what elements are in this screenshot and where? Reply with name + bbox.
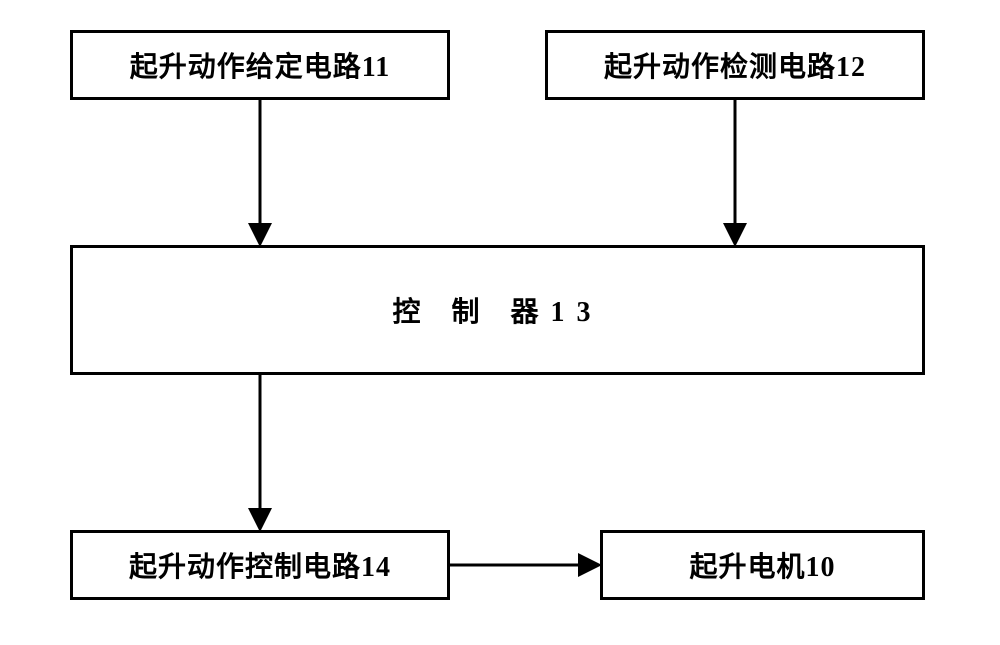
diagram-canvas: 起升动作给定电路11 起升动作检测电路12 控 制 器13 起升动作控制电路14…: [0, 0, 1000, 645]
node-label: 起升动作控制电路14: [129, 545, 391, 585]
node-label: 起升动作给定电路11: [130, 45, 390, 85]
node-given-circuit: 起升动作给定电路11: [70, 30, 450, 100]
node-control-circuit: 起升动作控制电路14: [70, 530, 450, 600]
node-controller: 控 制 器13: [70, 245, 925, 375]
node-label: 起升动作检测电路12: [604, 45, 866, 85]
node-label: 起升电机10: [689, 545, 835, 585]
node-motor: 起升电机10: [600, 530, 925, 600]
node-detect-circuit: 起升动作检测电路12: [545, 30, 925, 100]
node-label: 控 制 器13: [392, 290, 602, 330]
